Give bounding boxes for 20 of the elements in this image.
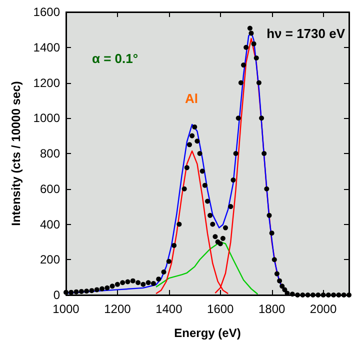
y-tick-label: 400 [40,217,60,232]
x-tick-label: 1800 [258,302,286,316]
annotation: α = 0.1° [92,51,138,66]
x-axis-title: Energy (eV) [174,326,241,340]
y-tick-label: 0 [53,288,60,302]
y-tick-label: 200 [40,252,60,267]
y-tick-label: 1000 [33,111,60,126]
x-tick-label: 1400 [156,302,183,316]
y-tick-label: 1200 [33,76,60,90]
x-tick-label: 2000 [310,302,337,316]
y-tick-label: 1600 [33,5,60,19]
y-tick-label: 600 [40,182,60,196]
annotation: Al [185,91,198,106]
x-tick-label: 1600 [207,302,234,316]
annotation: hν = 1730 eV [266,26,346,41]
y-axis-title: Intensity (cts / 10000 sec) [9,81,23,226]
y-tick-label: 1400 [33,40,60,54]
x-tick-label: 1000 [52,302,80,316]
x-tick-label: 1200 [104,302,132,316]
y-tick-label: 800 [40,146,60,160]
